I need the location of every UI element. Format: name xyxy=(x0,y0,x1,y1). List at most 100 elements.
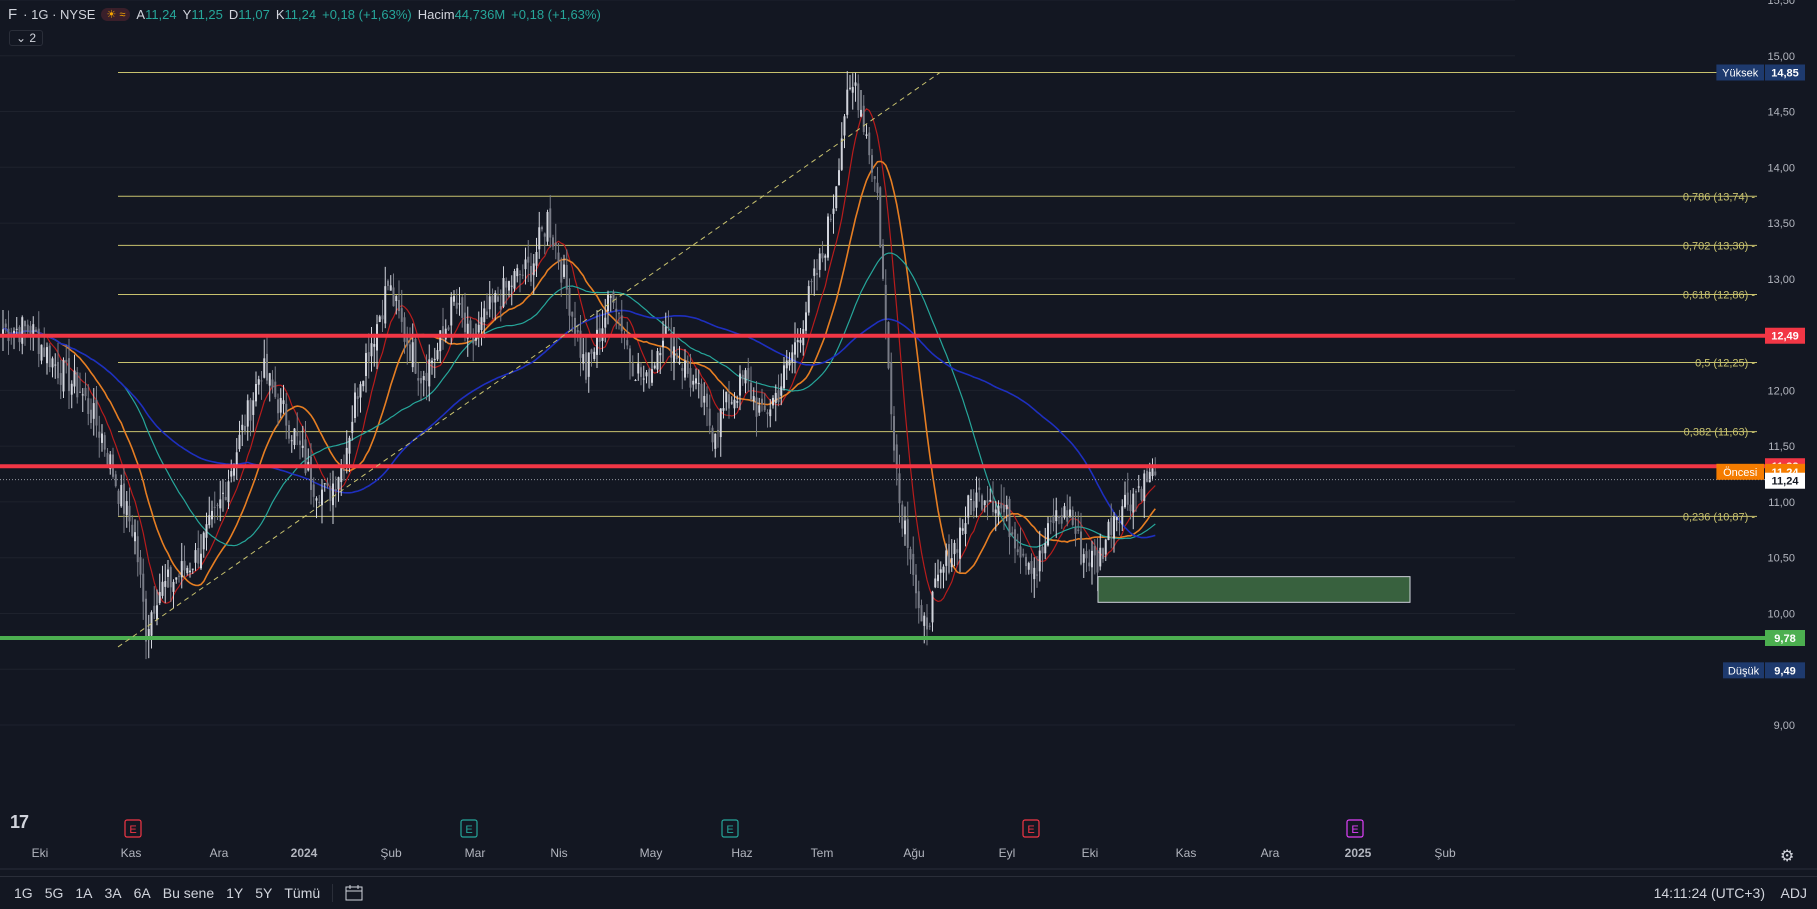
candle-body xyxy=(565,264,568,290)
range-5y-button[interactable]: 5Y xyxy=(255,885,273,901)
candle-body xyxy=(433,358,436,361)
ma-slow-line xyxy=(2,252,1156,548)
bottom-toolbar: 1G 5G 1A 3A 6A Bu sene 1Y 5Y Tümü 14:11:… xyxy=(0,876,1817,909)
demand-zone-rectangle[interactable] xyxy=(1097,576,1411,603)
candle-body xyxy=(664,326,667,336)
candle-body xyxy=(1000,503,1003,509)
candle-body xyxy=(607,294,609,312)
x-tick-label: Tem xyxy=(811,846,834,860)
candle-body xyxy=(1063,506,1066,518)
candle-body xyxy=(1038,550,1041,572)
candle-body xyxy=(84,387,87,397)
candle-body xyxy=(345,447,348,465)
candle-body xyxy=(1093,546,1096,556)
candle-body xyxy=(744,370,747,384)
candle-body xyxy=(114,474,117,487)
range-3m-button[interactable]: 3A xyxy=(104,885,122,901)
earnings-marker[interactable] xyxy=(1022,819,1040,838)
candle-body xyxy=(296,431,299,437)
earnings-marker[interactable] xyxy=(1346,819,1364,838)
candle-body xyxy=(942,566,945,573)
candle-body xyxy=(186,567,189,574)
candle-body xyxy=(13,330,15,334)
candle-body xyxy=(70,383,73,395)
fib-level-label: 0,382 (11,63) - xyxy=(1684,427,1756,439)
candle-body xyxy=(1132,493,1135,513)
price-tag-box xyxy=(1716,64,1764,81)
candle-body xyxy=(439,330,442,352)
candle-body xyxy=(813,268,816,276)
candle-body xyxy=(1008,498,1011,538)
candle-body xyxy=(249,399,252,421)
range-all-button[interactable]: Tümü xyxy=(284,885,321,901)
candle-body xyxy=(422,376,425,381)
price-axis[interactable]: 9,009,5010,0010,5011,0011,5012,0012,5013… xyxy=(1716,0,1805,732)
candle-body xyxy=(1121,506,1124,525)
indicators-collapse-button[interactable]: ⌄ 2 xyxy=(9,30,44,46)
trend-line[interactable] xyxy=(117,72,941,648)
price-tag-text: Yüksek xyxy=(1722,68,1759,80)
candle-body xyxy=(799,340,802,343)
y-tick-label: 10,50 xyxy=(1767,553,1795,565)
candle-body xyxy=(846,89,849,115)
candle-body xyxy=(202,532,205,550)
candle-body xyxy=(697,382,700,385)
y-tick-label: 11,50 xyxy=(1768,441,1795,453)
candle-body xyxy=(747,367,750,380)
range-5d-button[interactable]: 5G xyxy=(44,885,64,901)
symbol-name[interactable]: F xyxy=(8,6,18,23)
candle-body xyxy=(175,577,178,580)
candle-body xyxy=(461,297,464,318)
candle-body xyxy=(791,352,794,362)
candle-body xyxy=(703,395,706,403)
candle-body xyxy=(1118,522,1121,524)
range-1d-button[interactable]: 1G xyxy=(14,885,33,901)
candle-body xyxy=(95,399,98,426)
candle-body xyxy=(700,383,703,408)
earnings-marker[interactable] xyxy=(721,819,739,838)
y-tick-label: 12,00 xyxy=(1767,385,1795,397)
candle-body xyxy=(1124,494,1126,508)
candle-body xyxy=(549,208,552,238)
candle-body xyxy=(1036,574,1038,576)
candle-body xyxy=(736,401,739,403)
candle-body xyxy=(912,553,915,575)
earnings-marker[interactable] xyxy=(460,819,478,838)
tradingview-logo-icon[interactable]: 17 xyxy=(10,812,29,832)
interval-exchange[interactable]: · 1G · NYSE xyxy=(23,7,96,22)
candle-body xyxy=(153,605,156,614)
candle-body xyxy=(865,134,868,136)
market-status-icon: ☀ ≈ xyxy=(101,8,131,21)
drawings[interactable] xyxy=(0,72,1765,648)
candle-body xyxy=(326,482,329,486)
fibonacci-retracement[interactable]: 10,786 (13,74) -0,702 (13,30) -0,618 (12… xyxy=(118,68,1757,524)
candle-body xyxy=(596,329,598,355)
adjust-button[interactable]: ADJ xyxy=(1780,885,1807,901)
candle-body xyxy=(1129,504,1132,512)
fib-level-label: 0,5 (12,25) - xyxy=(1695,358,1755,370)
candle-body xyxy=(62,359,65,392)
range-ytd-button[interactable]: Bu sene xyxy=(162,885,215,901)
candle-body xyxy=(37,328,40,354)
candle-body xyxy=(1148,471,1151,483)
candle-body xyxy=(1113,516,1115,539)
earnings-marker-label: E xyxy=(726,824,733,836)
candle-body xyxy=(997,505,1000,516)
time-axis[interactable]: Eki Kas Ara 2024 Şub Mar Nis May Haz Tem Ağu Eyl Eki… xyxy=(0,846,1817,870)
candle-body xyxy=(1140,488,1143,501)
price-value-box xyxy=(1765,662,1805,679)
range-1y-button[interactable]: 1Y xyxy=(226,885,244,901)
clock-time[interactable]: 14:11:24 (UTC+3) xyxy=(1653,885,1765,901)
earnings-marker[interactable] xyxy=(124,819,142,838)
candle-body xyxy=(587,352,590,377)
candle-body xyxy=(183,560,186,571)
gear-icon[interactable]: ⚙ xyxy=(1780,848,1795,865)
range-1m-button[interactable]: 1A xyxy=(75,885,93,901)
range-6m-button[interactable]: 6A xyxy=(133,885,151,901)
candle-body xyxy=(750,382,752,400)
candle-body xyxy=(535,251,538,266)
calendar-icon[interactable] xyxy=(345,885,363,901)
candle-body xyxy=(29,325,32,336)
